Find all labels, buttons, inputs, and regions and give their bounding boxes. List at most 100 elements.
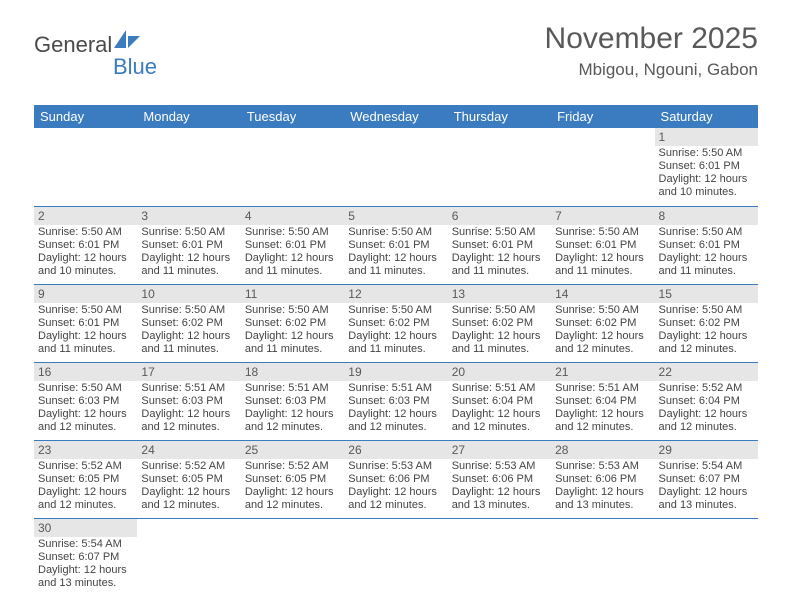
day-number: 24	[137, 441, 240, 459]
day-number: 22	[655, 363, 758, 381]
day-number: 14	[551, 285, 654, 303]
logo-text-general: General	[34, 32, 112, 58]
calendar-cell	[448, 518, 551, 596]
day-number: 17	[137, 363, 240, 381]
day-number: 10	[137, 285, 240, 303]
calendar-cell	[137, 128, 240, 206]
calendar-cell: 30Sunrise: 5:54 AMSunset: 6:07 PMDayligh…	[34, 518, 137, 596]
day-number: 11	[241, 285, 344, 303]
calendar-cell: 26Sunrise: 5:53 AMSunset: 6:06 PMDayligh…	[344, 440, 447, 518]
calendar-row: 1Sunrise: 5:50 AMSunset: 6:01 PMDaylight…	[34, 128, 758, 206]
calendar-row: 23 Sunrise: 5:52 AMSunset: 6:05 PMDayligh…	[34, 440, 758, 518]
day-info: Sunrise: 5:50 AMSunset: 6:01 PMDaylight:…	[655, 225, 758, 280]
calendar-cell	[655, 518, 758, 596]
day-info: Sunrise: 5:51 AMSunset: 6:03 PMDaylight:…	[344, 381, 447, 436]
calendar-cell: 5Sunrise: 5:50 AMSunset: 6:01 PMDaylight…	[344, 206, 447, 284]
calendar-cell	[551, 518, 654, 596]
day-number: 12	[344, 285, 447, 303]
weekday-saturday: Saturday	[655, 105, 758, 128]
calendar-cell: 18Sunrise: 5:51 AMSunset: 6:03 PMDayligh…	[241, 362, 344, 440]
day-number: 8	[655, 207, 758, 225]
header: November 2025 Mbigou, Ngouni, Gabon	[545, 22, 758, 80]
day-info: Sunrise: 5:50 AMSunset: 6:01 PMDaylight:…	[655, 146, 758, 201]
day-info: Sunrise: 5:50 AMSunset: 6:01 PMDaylight:…	[344, 225, 447, 280]
calendar-cell: 7Sunrise: 5:50 AMSunset: 6:01 PMDaylight…	[551, 206, 654, 284]
day-number: 19	[344, 363, 447, 381]
day-info: Sunrise: 5:50 AMSunset: 6:01 PMDaylight:…	[34, 225, 137, 280]
day-number: 13	[448, 285, 551, 303]
day-info: Sunrise: 5:51 AMSunset: 6:03 PMDaylight:…	[241, 381, 344, 436]
calendar-cell: 4Sunrise: 5:50 AMSunset: 6:01 PMDaylight…	[241, 206, 344, 284]
day-number: 30	[34, 519, 137, 537]
calendar-cell	[344, 518, 447, 596]
day-number: 9	[34, 285, 137, 303]
calendar-cell: 14Sunrise: 5:50 AMSunset: 6:02 PMDayligh…	[551, 284, 654, 362]
calendar-cell: 28Sunrise: 5:53 AMSunset: 6:06 PMDayligh…	[551, 440, 654, 518]
day-number: 27	[448, 441, 551, 459]
weekday-monday: Monday	[137, 105, 240, 128]
calendar-cell: 16Sunrise: 5:50 AMSunset: 6:03 PMDayligh…	[34, 362, 137, 440]
calendar-cell: 9Sunrise: 5:50 AMSunset: 6:01 PMDaylight…	[34, 284, 137, 362]
calendar-cell: 10Sunrise: 5:50 AMSunset: 6:02 PMDayligh…	[137, 284, 240, 362]
day-info: Sunrise: 5:50 AMSunset: 6:03 PMDaylight:…	[34, 381, 137, 436]
weekday-tuesday: Tuesday	[241, 105, 344, 128]
day-number: 16	[34, 363, 137, 381]
calendar-row: 16Sunrise: 5:50 AMSunset: 6:03 PMDayligh…	[34, 362, 758, 440]
day-info: Sunrise: 5:50 AMSunset: 6:02 PMDaylight:…	[241, 303, 344, 358]
day-info: Sunrise: 5:52 AMSunset: 6:05 PMDaylight:…	[241, 459, 344, 514]
calendar-cell: 29Sunrise: 5:54 AMSunset: 6:07 PMDayligh…	[655, 440, 758, 518]
day-number: 29	[655, 441, 758, 459]
calendar-cell: 25Sunrise: 5:52 AMSunset: 6:05 PMDayligh…	[241, 440, 344, 518]
day-number: 15	[655, 285, 758, 303]
day-number: 5	[344, 207, 447, 225]
day-number: 25	[241, 441, 344, 459]
day-number: 23	[34, 441, 137, 459]
calendar-cell: 20Sunrise: 5:51 AMSunset: 6:04 PMDayligh…	[448, 362, 551, 440]
day-info: Sunrise: 5:50 AMSunset: 6:01 PMDaylight:…	[34, 303, 137, 358]
weekday-friday: Friday	[551, 105, 654, 128]
day-info: Sunrise: 5:50 AMSunset: 6:01 PMDaylight:…	[137, 225, 240, 280]
calendar-cell: 19Sunrise: 5:51 AMSunset: 6:03 PMDayligh…	[344, 362, 447, 440]
day-number: 4	[241, 207, 344, 225]
calendar-cell: 22Sunrise: 5:52 AMSunset: 6:04 PMDayligh…	[655, 362, 758, 440]
day-number: 20	[448, 363, 551, 381]
day-number: 28	[551, 441, 654, 459]
day-number: 3	[137, 207, 240, 225]
calendar-cell: 11Sunrise: 5:50 AMSunset: 6:02 PMDayligh…	[241, 284, 344, 362]
day-info: Sunrise: 5:54 AMSunset: 6:07 PMDaylight:…	[655, 459, 758, 514]
calendar-cell: 6Sunrise: 5:50 AMSunset: 6:01 PMDaylight…	[448, 206, 551, 284]
calendar-cell: 3Sunrise: 5:50 AMSunset: 6:01 PMDaylight…	[137, 206, 240, 284]
calendar-cell	[241, 128, 344, 206]
day-info: Sunrise: 5:50 AMSunset: 6:02 PMDaylight:…	[655, 303, 758, 358]
calendar-row: 2Sunrise: 5:50 AMSunset: 6:01 PMDaylight…	[34, 206, 758, 284]
day-number: 1	[655, 128, 758, 146]
calendar-cell	[137, 518, 240, 596]
calendar-cell: 2Sunrise: 5:50 AMSunset: 6:01 PMDaylight…	[34, 206, 137, 284]
calendar-cell: 17Sunrise: 5:51 AMSunset: 6:03 PMDayligh…	[137, 362, 240, 440]
calendar-cell: 15Sunrise: 5:50 AMSunset: 6:02 PMDayligh…	[655, 284, 758, 362]
day-info: Sunrise: 5:53 AMSunset: 6:06 PMDaylight:…	[551, 459, 654, 514]
day-info: Sunrise: 5:51 AMSunset: 6:04 PMDaylight:…	[551, 381, 654, 436]
calendar-cell: 23Sunrise: 5:52 AMSunset: 6:05 PMDayligh…	[34, 440, 137, 518]
calendar-row: 30Sunrise: 5:54 AMSunset: 6:07 PMDayligh…	[34, 518, 758, 596]
month-title: November 2025	[545, 22, 758, 56]
day-info: Sunrise: 5:53 AMSunset: 6:06 PMDaylight:…	[344, 459, 447, 514]
day-info: Sunrise: 5:50 AMSunset: 6:02 PMDaylight:…	[551, 303, 654, 358]
day-info: Sunrise: 5:51 AMSunset: 6:03 PMDaylight:…	[137, 381, 240, 436]
day-info: Sunrise: 5:50 AMSunset: 6:01 PMDaylight:…	[448, 225, 551, 280]
day-info: Sunrise: 5:50 AMSunset: 6:01 PMDaylight:…	[241, 225, 344, 280]
day-number: 7	[551, 207, 654, 225]
day-info: Sunrise: 5:52 AMSunset: 6:04 PMDaylight:…	[655, 381, 758, 436]
weekday-sunday: Sunday	[34, 105, 137, 128]
day-info: Sunrise: 5:50 AMSunset: 6:01 PMDaylight:…	[551, 225, 654, 280]
day-info: Sunrise: 5:53 AMSunset: 6:06 PMDaylight:…	[448, 459, 551, 514]
day-number: 2	[34, 207, 137, 225]
day-number: 26	[344, 441, 447, 459]
day-number: 6	[448, 207, 551, 225]
day-info: Sunrise: 5:54 AMSunset: 6:07 PMDaylight:…	[34, 537, 137, 592]
day-info: Sunrise: 5:50 AMSunset: 6:02 PMDaylight:…	[344, 303, 447, 358]
calendar-row: 9Sunrise: 5:50 AMSunset: 6:01 PMDaylight…	[34, 284, 758, 362]
calendar-cell	[448, 128, 551, 206]
day-number: 18	[241, 363, 344, 381]
logo-text-blue: Blue	[113, 54, 157, 79]
